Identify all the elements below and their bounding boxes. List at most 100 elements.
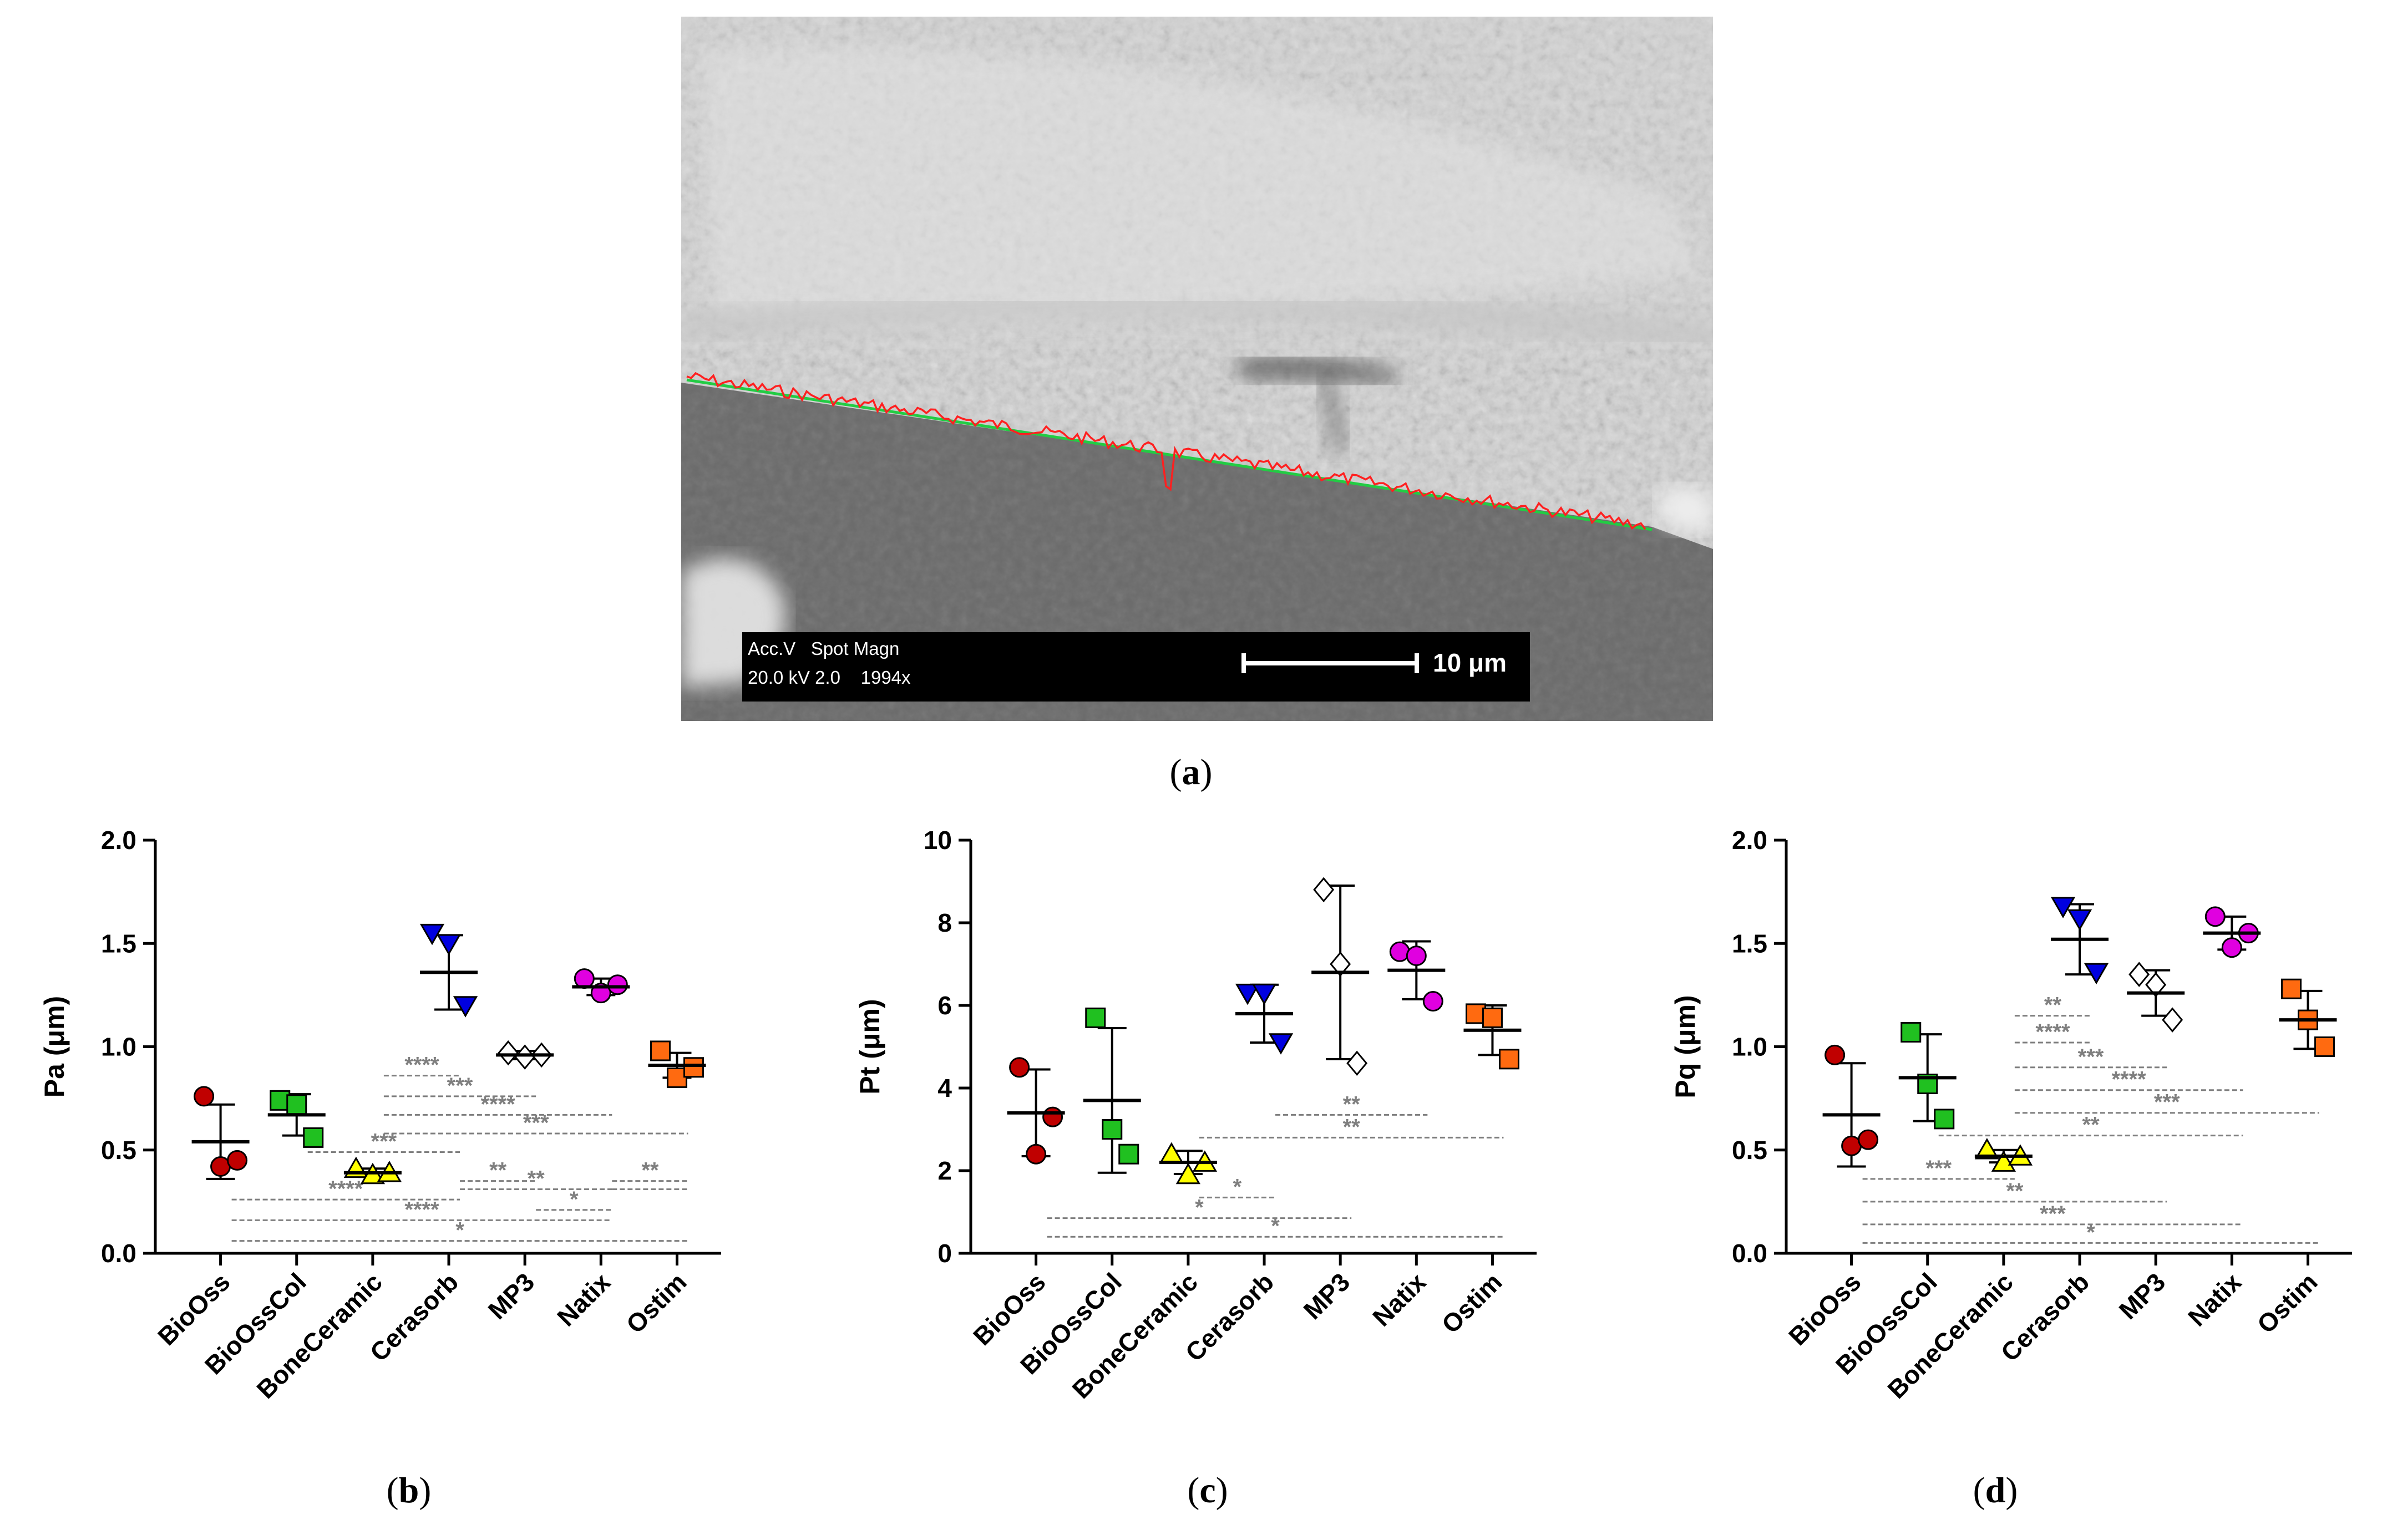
- data-point: [1085, 1007, 1106, 1028]
- significance-label: ***: [2154, 1090, 2180, 1115]
- significance-label: ****: [404, 1197, 439, 1222]
- y-tick-label: 0.5: [101, 1136, 136, 1165]
- y-tick-label: 1.0: [1732, 1033, 1767, 1061]
- sem-meta-line2: 20.0 kV 2.0 1994x: [748, 667, 911, 688]
- data-point: [650, 1040, 671, 1061]
- y-tick-label: 1.5: [101, 929, 136, 958]
- data-point: [194, 1086, 215, 1107]
- significance-label: **: [489, 1158, 507, 1183]
- data-point: [607, 974, 628, 995]
- y-tick-label: 1.0: [101, 1033, 136, 1061]
- data-point: [2145, 972, 2167, 998]
- data-point: [2162, 1007, 2183, 1033]
- significance-label: *: [1195, 1196, 1204, 1220]
- significance-label: **: [1343, 1115, 1361, 1139]
- significance-label: ***: [2040, 1202, 2066, 1226]
- scale-label: 10 μm: [1433, 648, 1507, 677]
- y-tick-label: 2: [937, 1156, 952, 1185]
- data-point: [436, 934, 462, 955]
- data-point: [2221, 937, 2242, 958]
- caption-b: (b): [386, 1470, 432, 1511]
- y-tick-label: 0: [937, 1239, 952, 1268]
- y-tick-label: 6: [937, 991, 952, 1020]
- sem-info-bar: Acc.V Spot Magn 20.0 kV 2.0 1994x 10 μm: [742, 632, 1530, 702]
- data-point: [227, 1150, 248, 1171]
- data-point: [2084, 963, 2109, 985]
- data-point: [2314, 1036, 2335, 1057]
- y-axis-label: Pt (μm): [854, 999, 885, 1094]
- significance-label: **: [641, 1158, 659, 1183]
- data-point: [683, 1057, 704, 1078]
- data-point: [2050, 897, 2076, 918]
- chart-pa: 0.00.51.01.52.0Pa (μm)BioOssBioOssColBon…: [39, 826, 721, 1404]
- data-point: [1235, 983, 1260, 1005]
- significance-label: ****: [328, 1177, 363, 1201]
- data-point: [1389, 941, 1410, 962]
- significance-label: ***: [447, 1074, 473, 1098]
- significance-label: **: [2006, 1179, 2024, 1203]
- data-point: [453, 996, 478, 1018]
- data-point: [514, 1044, 536, 1070]
- significance-label: ***: [2078, 1045, 2104, 1069]
- sem-image: [681, 17, 1713, 721]
- sem-micrograph: Acc.V Spot Magn 20.0 kV 2.0 1994x 10 μm: [681, 17, 1713, 721]
- data-point: [303, 1127, 324, 1148]
- y-tick-label: 10: [924, 826, 952, 855]
- data-point: [1009, 1057, 1030, 1078]
- data-point: [1102, 1119, 1123, 1140]
- data-point: [1422, 991, 1443, 1012]
- data-point: [1465, 1003, 1486, 1024]
- data-point: [1900, 1021, 1922, 1043]
- y-tick-label: 0.0: [1732, 1239, 1767, 1268]
- data-point: [1346, 1050, 1368, 1076]
- significance-label: **: [1343, 1092, 1361, 1116]
- data-point: [1026, 1143, 1047, 1165]
- data-point: [1159, 1142, 1184, 1163]
- x-tick-label: Natix: [1367, 1267, 1432, 1332]
- significance-label: ****: [480, 1092, 515, 1116]
- significance-label: ****: [2035, 1020, 2070, 1044]
- significance-label: ****: [2111, 1068, 2146, 1092]
- x-tick-label: Ostim: [1436, 1267, 1508, 1339]
- significance-label: **: [2044, 993, 2062, 1018]
- significance-label: ****: [404, 1053, 439, 1078]
- data-point: [1406, 946, 1427, 967]
- y-tick-label: 4: [937, 1074, 952, 1102]
- data-point: [1974, 1138, 2000, 1160]
- data-point: [1313, 877, 1335, 903]
- data-point: [1042, 1106, 1063, 1127]
- x-tick-label: MP3: [2114, 1267, 2171, 1325]
- data-point: [1175, 1162, 1201, 1185]
- sem-roughness-profile: [686, 372, 1646, 530]
- significance-label: **: [2082, 1113, 2100, 1137]
- caption-a: (a): [1169, 752, 1213, 792]
- data-point: [2067, 909, 2092, 931]
- x-tick-label: MP3: [1298, 1267, 1356, 1325]
- significance-label: *: [2086, 1220, 2095, 1244]
- data-point: [286, 1094, 307, 1115]
- y-axis-label: Pq (μm): [1670, 995, 1701, 1098]
- sem-mean-line: [686, 378, 1653, 531]
- data-point: [1991, 1150, 2016, 1172]
- caption-c: (c): [1187, 1470, 1228, 1511]
- y-tick-label: 8: [937, 908, 952, 937]
- x-tick-label: Ostim: [621, 1267, 692, 1339]
- data-point: [2204, 906, 2226, 927]
- scale-bar: [1241, 653, 1419, 673]
- data-point: [1482, 1007, 1503, 1028]
- significance-label: ***: [371, 1129, 397, 1153]
- y-tick-label: 0.5: [1732, 1136, 1767, 1165]
- data-point: [2280, 978, 2302, 999]
- significance-label: *: [1271, 1214, 1280, 1238]
- x-tick-label: Natix: [551, 1267, 616, 1332]
- data-point: [2128, 962, 2150, 987]
- significance-label: ***: [1925, 1156, 1952, 1181]
- y-tick-label: 2.0: [101, 826, 136, 855]
- caption-d: (d): [1973, 1470, 2018, 1511]
- significance-label: *: [1233, 1175, 1242, 1199]
- data-point: [1268, 1033, 1294, 1055]
- data-point: [1251, 983, 1277, 1005]
- significance-label: *: [455, 1218, 464, 1243]
- data-point: [1330, 951, 1351, 977]
